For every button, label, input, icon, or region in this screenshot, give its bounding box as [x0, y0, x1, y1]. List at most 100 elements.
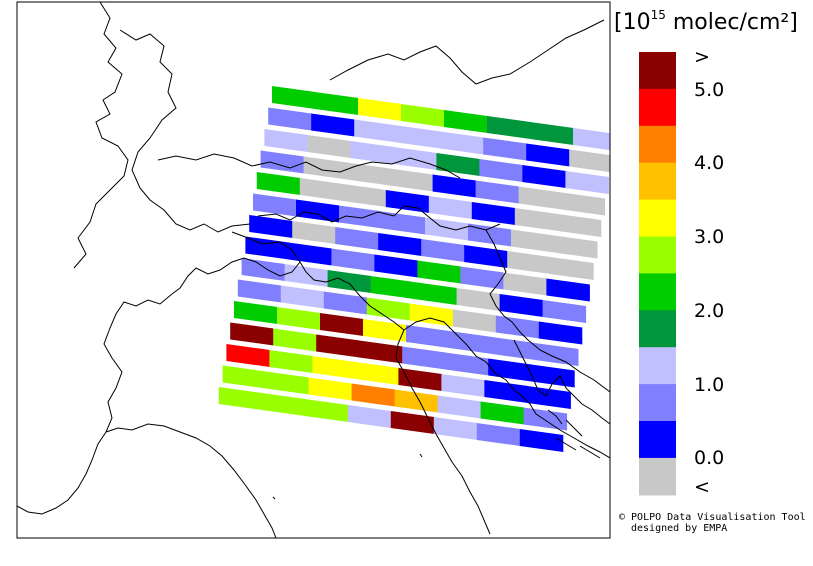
border-germany-switzerland [119, 29, 251, 233]
swath-pixel [503, 272, 547, 296]
swath-pixel [253, 193, 297, 217]
swath-pixel [468, 223, 512, 247]
legend-title: [1015 molec/cm²] [614, 8, 798, 35]
border-italy-france [17, 293, 173, 515]
swath-pixel [507, 251, 551, 274]
legend-label-1: 1.0 [694, 374, 725, 396]
swath-pixel [535, 343, 579, 366]
swath-pixel [226, 344, 270, 367]
swath-pixel [308, 377, 353, 401]
swath-pixel [402, 346, 446, 370]
swath-pixel [234, 301, 278, 324]
coast-ligurian [105, 423, 277, 538]
legend-color-box [639, 421, 676, 459]
swath-pixel [456, 288, 501, 311]
swath-pixel [492, 337, 536, 360]
swath-pixel [428, 196, 473, 219]
swath-pixel [316, 334, 360, 358]
swath-pixel [390, 411, 435, 434]
swath-pixel [484, 380, 528, 403]
swath-pixel [222, 365, 267, 389]
swath-pixel [277, 307, 321, 330]
swath-pixel [538, 321, 583, 345]
legend-label-above: > [694, 46, 710, 68]
swath-pixel [304, 399, 349, 422]
swath-pixel [401, 104, 445, 127]
swath-pixel [479, 159, 523, 182]
border-italy-austria [257, 205, 501, 231]
swath-pixel [471, 202, 516, 225]
swath-pixel [531, 364, 575, 388]
swath-pixel [421, 239, 465, 262]
swath-pixel [550, 257, 594, 280]
swath-pixel [499, 294, 544, 317]
swath-pixel [480, 401, 525, 425]
swath-pixel [437, 395, 482, 419]
islands-croatia [547, 409, 601, 459]
country-borders [17, 2, 610, 538]
swath-pixel [284, 264, 329, 287]
swath-pixel [292, 221, 336, 244]
swath-pixel [264, 129, 308, 152]
legend-color-box [639, 310, 676, 348]
swath-pixel [523, 407, 568, 431]
swath-pixel [346, 162, 391, 186]
credit-line-1: © POLPO Data Visualisation Tool [619, 512, 806, 523]
legend-label-4: 4.0 [694, 152, 725, 174]
swath-pixel [374, 254, 418, 278]
legend-color-box [639, 199, 676, 238]
swath-pixel [526, 143, 570, 167]
swath-pixel [445, 352, 489, 376]
swath-pixel [237, 279, 282, 303]
swath-pixel [406, 325, 450, 348]
swath-pixel [268, 107, 312, 131]
swath-pixel [249, 215, 293, 238]
swath-pixel [542, 300, 587, 323]
border-italy-slovenia [485, 229, 610, 393]
swath-pixel [272, 86, 316, 109]
swath-pixel [312, 356, 356, 379]
legend-color-box [639, 52, 676, 90]
legend-color-box [639, 125, 676, 164]
swath-pixel [527, 386, 571, 409]
swath-pixel [241, 258, 286, 281]
border-austria-north [329, 19, 605, 85]
swath-pixel [339, 205, 383, 229]
swath-pixel [436, 153, 480, 176]
swath-pixel [487, 116, 531, 139]
swath-pixel [546, 278, 590, 302]
swath-pixel [518, 186, 563, 210]
swath-pixel [323, 291, 368, 315]
swath-pixel [511, 229, 555, 253]
swath-pixel [261, 393, 306, 416]
swath-pixel [460, 266, 504, 290]
coast-istria [513, 339, 610, 425]
swath-pixel [417, 260, 461, 284]
swath-pixel [385, 190, 430, 213]
color-legend [639, 52, 676, 496]
swath-pixel [522, 165, 566, 188]
swath-pixel [444, 110, 488, 133]
swath-pixel [256, 172, 301, 195]
coast-adriatic-north [403, 317, 610, 459]
swath-pixel [514, 208, 559, 231]
legend-label-3: 3.0 [694, 226, 725, 248]
swath-pixel [397, 125, 441, 149]
legend-color-box [639, 384, 676, 422]
swath-pixel [475, 180, 520, 204]
swath-pixel [370, 276, 415, 299]
swath-pixel [483, 137, 527, 161]
swath-pixel [260, 150, 305, 174]
swath-pixel [378, 233, 422, 256]
swath-pixel [307, 135, 351, 158]
swath-pixel [382, 211, 426, 235]
legend-color-box [639, 88, 676, 127]
border-italy-interior [299, 261, 405, 331]
swath-pixel [476, 423, 521, 446]
swath-pixel [565, 171, 609, 194]
swath-pixel [530, 122, 574, 145]
swath-pixel [280, 285, 325, 309]
swath-pixel [569, 149, 610, 173]
